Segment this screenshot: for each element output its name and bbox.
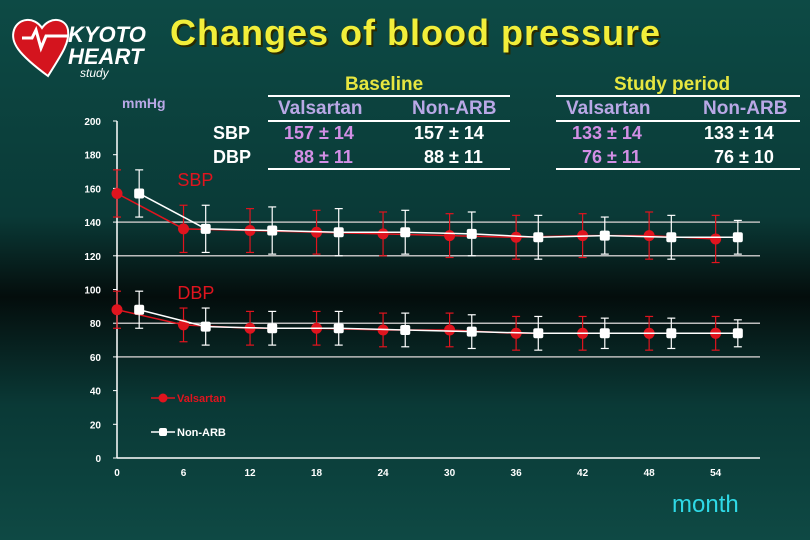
- y-tick-label: 80: [90, 319, 102, 330]
- y-tick-label: 200: [84, 117, 101, 128]
- data-point-nonarb: [267, 225, 278, 236]
- x-tick-label: 42: [577, 468, 589, 479]
- data-point-nonarb: [599, 328, 610, 339]
- baseline-dbp-nonarb: 88 ± 11: [424, 147, 483, 167]
- data-point-valsartan: [710, 233, 722, 245]
- study-col-valsartan: Valsartan: [566, 98, 651, 119]
- annotation-dbp: DBP: [177, 283, 214, 303]
- study-rule-2: [556, 120, 800, 122]
- x-tick-label: 24: [378, 468, 390, 479]
- y-tick-label: 160: [84, 184, 101, 195]
- data-point-nonarb: [666, 232, 677, 243]
- series-line-dbp-nonarb: [138, 308, 738, 335]
- x-tick-label: 54: [710, 468, 722, 479]
- x-axis-label: month: [672, 491, 739, 518]
- x-tick-label: 36: [511, 468, 523, 479]
- data-point-valsartan: [111, 187, 123, 199]
- x-tick-label: 6: [181, 468, 187, 479]
- data-point-nonarb: [200, 223, 211, 234]
- study-dbp-valsartan: 76 ± 11: [582, 147, 641, 167]
- data-point-valsartan: [510, 231, 522, 243]
- heart-logo-icon: [12, 19, 70, 78]
- baseline-dbp-valsartan: 88 ± 11: [294, 147, 353, 167]
- data-point-nonarb: [134, 304, 145, 315]
- legend-marker-nonarb: [159, 428, 167, 436]
- data-point-valsartan: [444, 230, 456, 242]
- study-period-header: Study period: [614, 74, 731, 95]
- logo-line-2: HEART: [68, 44, 144, 69]
- study-rule-3: [556, 168, 800, 170]
- baseline-sbp-valsartan: 157 ± 14: [284, 123, 354, 143]
- data-point-valsartan: [178, 223, 190, 235]
- data-point-nonarb: [333, 227, 344, 238]
- y-tick-label: 100: [84, 286, 101, 297]
- data-point-nonarb: [732, 328, 743, 339]
- data-point-nonarb: [400, 324, 411, 335]
- baseline-sbp-nonarb: 157 ± 14: [414, 123, 484, 143]
- x-tick-label: 48: [644, 468, 656, 479]
- y-tick-label: 120: [84, 252, 101, 263]
- data-point-nonarb: [333, 323, 344, 334]
- data-point-valsartan: [111, 304, 123, 316]
- y-tick-label: 0: [95, 454, 101, 465]
- legend-marker-valsartan: [158, 393, 168, 403]
- logo-line-3: study: [80, 66, 109, 80]
- study-col-nonarb: Non-ARB: [703, 98, 788, 119]
- baseline-rule: [268, 95, 510, 97]
- study-dbp-nonarb: 76 ± 10: [714, 147, 774, 167]
- data-point-nonarb: [533, 232, 544, 243]
- study-rule: [556, 95, 800, 97]
- data-point-nonarb: [466, 326, 477, 337]
- logo-line-1: KYOTO: [68, 22, 146, 47]
- annotation-sbp: SBP: [177, 170, 213, 190]
- baseline-col-nonarb: Non-ARB: [412, 98, 497, 119]
- x-tick-label: 30: [444, 468, 456, 479]
- legend-label-1: Non-ARB: [177, 427, 226, 439]
- data-point-nonarb: [732, 232, 743, 243]
- x-tick-label: 18: [311, 468, 323, 479]
- x-tick-label: 0: [114, 468, 120, 479]
- baseline-header: Baseline: [345, 74, 424, 95]
- data-point-nonarb: [533, 328, 544, 339]
- data-point-nonarb: [599, 230, 610, 241]
- baseline-rule-2: [268, 120, 510, 122]
- legend-label-0: Valsartan: [177, 393, 226, 405]
- slide-title: Changes of blood pressure: [170, 12, 662, 53]
- study-sbp-nonarb: 133 ± 14: [704, 123, 774, 143]
- x-tick-label: 12: [244, 468, 256, 479]
- data-point-nonarb: [466, 228, 477, 239]
- y-axis-label: mmHg: [122, 95, 166, 111]
- data-point-nonarb: [400, 227, 411, 238]
- data-point-nonarb: [267, 323, 278, 334]
- series-line-sbp-nonarb: [138, 192, 738, 239]
- y-tick-label: 140: [84, 218, 101, 229]
- data-point-nonarb: [134, 188, 145, 199]
- kyoto-heart-logo: KYOTO HEART study: [8, 14, 146, 84]
- data-point-nonarb: [666, 328, 677, 339]
- y-tick-label: 40: [90, 387, 102, 398]
- y-tick-label: 20: [90, 420, 102, 431]
- row-label-sbp: SBP: [213, 123, 251, 143]
- study-sbp-valsartan: 133 ± 14: [572, 123, 642, 143]
- row-label-dbp: DBP: [213, 147, 252, 167]
- data-point-nonarb: [200, 321, 211, 332]
- data-point-valsartan: [377, 228, 389, 240]
- data-point-valsartan: [643, 230, 655, 242]
- data-point-valsartan: [444, 324, 456, 336]
- y-tick-label: 180: [84, 151, 101, 162]
- baseline-col-valsartan: Valsartan: [278, 98, 363, 119]
- y-tick-label: 60: [90, 353, 102, 364]
- baseline-rule-3: [268, 168, 510, 170]
